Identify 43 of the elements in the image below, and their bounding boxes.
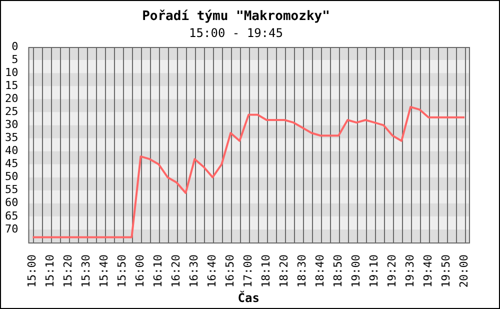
x-tick-label: 19:20 bbox=[385, 254, 398, 288]
y-tick-label: 55 bbox=[4, 183, 18, 196]
x-tick-label: 19:30 bbox=[403, 254, 416, 288]
y-tick-label: 0 bbox=[12, 40, 18, 53]
x-tick-label: 15:20 bbox=[62, 254, 75, 288]
x-axis-title: Čas bbox=[238, 290, 260, 305]
y-tick-label: 40 bbox=[4, 144, 18, 158]
x-tick-label: 16:40 bbox=[206, 254, 218, 288]
x-tick-label: 18:30 bbox=[295, 254, 308, 288]
x-tick-label: 20:00 bbox=[457, 254, 470, 288]
x-tick-label: 16:10 bbox=[152, 254, 165, 288]
y-tick-label: 60 bbox=[4, 196, 18, 210]
x-tick-label: 15:00 bbox=[26, 254, 39, 288]
x-tick-label: 19:40 bbox=[421, 254, 434, 288]
y-tick-label: 35 bbox=[4, 131, 18, 144]
x-tick-label: 15:40 bbox=[98, 254, 111, 288]
x-tick-label: 18:10 bbox=[259, 254, 272, 288]
y-tick-label: 70 bbox=[4, 222, 18, 236]
y-tick-label: 30 bbox=[4, 118, 18, 132]
x-tick-label: 19:50 bbox=[439, 254, 452, 288]
x-tick-label: 18:20 bbox=[277, 254, 290, 288]
x-tick-label: 18:50 bbox=[331, 254, 344, 288]
chart-subtitle: 15:00 - 19:45 bbox=[189, 26, 283, 40]
x-tick-label: 15:50 bbox=[116, 254, 129, 288]
x-tick-label: 17:00 bbox=[241, 254, 254, 288]
y-tick-label: 15 bbox=[4, 78, 18, 92]
x-tick-label: 15:10 bbox=[44, 254, 57, 288]
y-tick-label: 50 bbox=[4, 170, 18, 184]
x-tick-label: 15:30 bbox=[80, 254, 93, 288]
y-tick-label: 45 bbox=[4, 157, 18, 170]
x-tick-label: 16:30 bbox=[188, 254, 201, 288]
x-tick-label: 16:50 bbox=[223, 254, 236, 288]
x-tick-label: 16:20 bbox=[170, 254, 183, 288]
chart-title: Pořadí týmu "Makromozky" bbox=[142, 9, 330, 24]
x-tick-label: 18:40 bbox=[313, 254, 326, 288]
y-tick-label: 25 bbox=[4, 105, 18, 118]
x-tick-label: 16:00 bbox=[134, 254, 147, 288]
y-tick-label: 5 bbox=[12, 52, 18, 66]
x-tick-label: 19:00 bbox=[349, 254, 362, 288]
x-tick-label: 19:10 bbox=[367, 254, 380, 288]
y-tick-label: 20 bbox=[4, 92, 18, 105]
y-tick-label: 10 bbox=[4, 66, 18, 79]
y-tick-label: 65 bbox=[4, 209, 18, 222]
